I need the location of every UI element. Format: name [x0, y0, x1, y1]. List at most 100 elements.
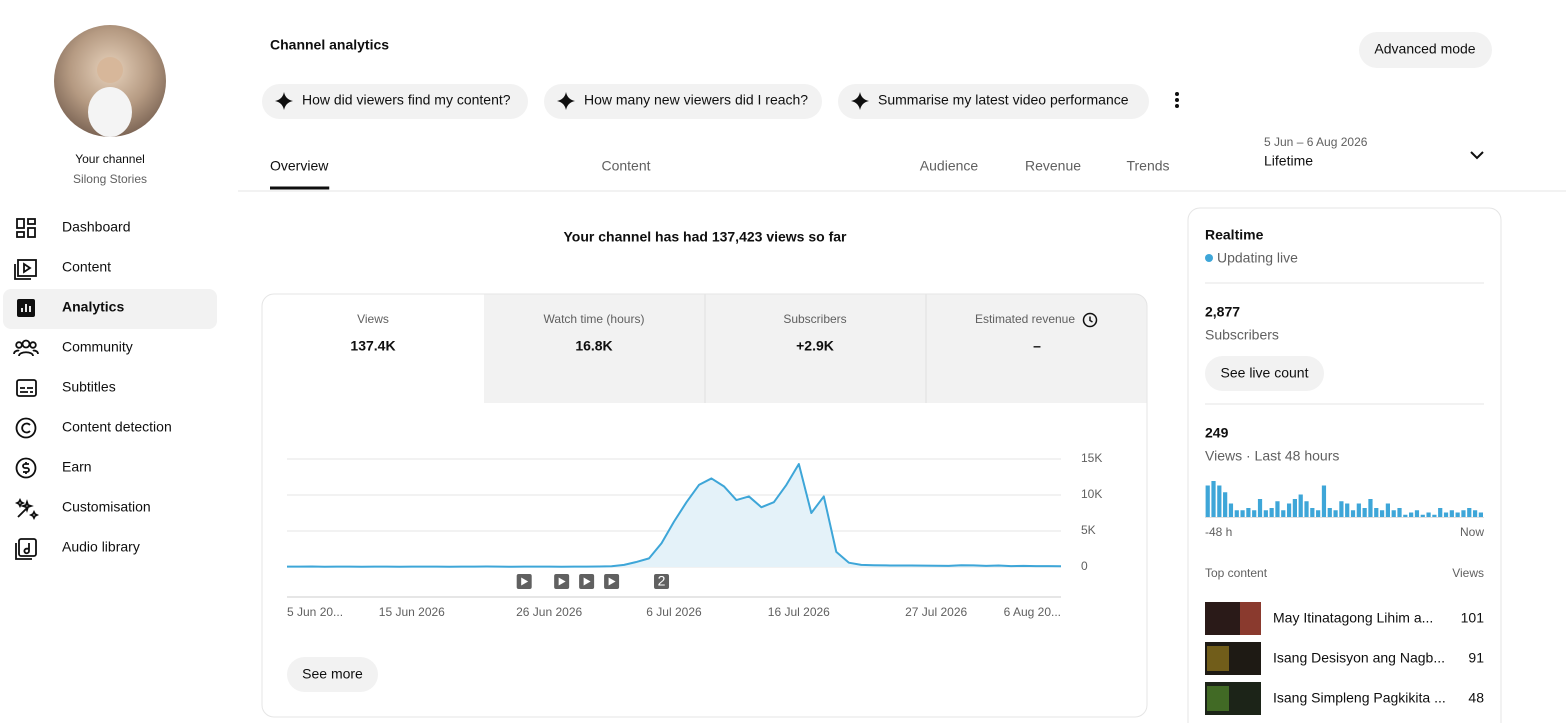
- x-tick-label: 6 Aug 20...: [1004, 605, 1061, 619]
- nav-item[interactable]: Dashboard: [62, 219, 131, 235]
- bar: [1356, 503, 1361, 517]
- bar: [1211, 481, 1216, 517]
- bar: [1455, 512, 1460, 517]
- tab[interactable]: Content: [601, 158, 650, 174]
- date-dropdown-icon[interactable]: [1470, 151, 1484, 160]
- live-count-button[interactable]: [1205, 356, 1324, 391]
- top-content-views: 101: [1461, 610, 1485, 626]
- nav-item[interactable]: Content: [62, 259, 111, 275]
- nav-item[interactable]: Audio library: [62, 539, 140, 555]
- date-range[interactable]: 5 Jun – 6 Aug 2026: [1264, 135, 1368, 149]
- bar: [1321, 485, 1327, 517]
- nav-item[interactable]: Earn: [62, 459, 92, 475]
- bar: [1426, 512, 1431, 517]
- suggestion-chip[interactable]: [838, 84, 1149, 119]
- avatar-figure: [88, 87, 132, 137]
- subscriber-count: 2,877: [1205, 304, 1240, 320]
- video-marker-count: 2: [658, 573, 666, 589]
- bar: [1205, 485, 1210, 517]
- bar: [1286, 503, 1292, 517]
- top-content-title[interactable]: Isang Simpleng Pagkikita ...: [1273, 690, 1446, 706]
- bar: [1472, 510, 1478, 517]
- tab[interactable]: Revenue: [1025, 158, 1081, 174]
- realtime-title: Realtime: [1205, 227, 1264, 243]
- suggestion-chip[interactable]: [262, 84, 528, 119]
- x-tick-label: 15 Jun 2026: [379, 605, 445, 619]
- x-tick-label: 16 Jul 2026: [768, 605, 830, 619]
- suggestion-chip[interactable]: [544, 84, 822, 119]
- realtime-border: [1187, 207, 1502, 723]
- bar: [1281, 510, 1286, 517]
- nav-item[interactable]: Content detection: [62, 419, 172, 435]
- top-content-title[interactable]: Isang Desisyon ang Nagb...: [1273, 650, 1445, 666]
- bar: [1333, 510, 1338, 517]
- realtime-card: Realtime Updating live 2,877 Subscribers…: [1187, 207, 1502, 723]
- metric-label[interactable]: Estimated revenue: [975, 312, 1075, 326]
- bar: [1391, 510, 1396, 517]
- nav-item[interactable]: Subtitles: [62, 379, 116, 395]
- tab[interactable]: Audience: [920, 158, 979, 174]
- suggestion-text: How did viewers find my content?: [302, 92, 511, 108]
- bar: [1316, 510, 1321, 517]
- views-chart: 0 5K 10K 15K 5 Jun 20... 15 Jun 2026 26 Jun 20…: [286, 451, 1102, 619]
- thumbnail-figure: [1240, 602, 1261, 635]
- channel-name: Silong Stories: [73, 172, 147, 186]
- top-content-title[interactable]: May Itinatagong Lihim a...: [1273, 610, 1433, 626]
- bar: [1461, 510, 1466, 517]
- bar: [1257, 499, 1263, 517]
- y-tick-label: 5K: [1081, 523, 1096, 537]
- metric-label[interactable]: Subscribers: [783, 312, 846, 326]
- x-tick-label: 27 Jul 2026: [905, 605, 967, 619]
- bar: [1339, 501, 1344, 517]
- realtime-status: Updating live: [1217, 250, 1298, 266]
- bar: [1414, 510, 1420, 517]
- bar: [1327, 508, 1332, 517]
- bar: [1252, 510, 1257, 517]
- nav-highlight: [3, 289, 217, 329]
- sidebar: Your channel Silong Stories Dashboard Co…: [3, 25, 217, 560]
- bar: [1269, 508, 1274, 517]
- top-content-views: 91: [1468, 650, 1484, 666]
- summary: Your channel has had 137,423 views so fa…: [564, 229, 848, 245]
- suggestion-text: Summarise my latest video performance: [878, 92, 1129, 108]
- live-count-label: See live count: [1221, 365, 1309, 381]
- bar: [1449, 510, 1454, 517]
- x-tick-label: Now: [1460, 525, 1484, 539]
- bar: [1304, 501, 1309, 517]
- x-tick-label: 5 Jun 20...: [287, 605, 343, 619]
- play-icon: [608, 577, 616, 586]
- metric-label[interactable]: Watch time (hours): [544, 312, 645, 326]
- tab[interactable]: Trends: [1126, 158, 1169, 174]
- thumbnail-text-block: [1207, 646, 1229, 671]
- video-marker: [654, 574, 670, 589]
- nav-item[interactable]: Community: [62, 339, 133, 355]
- top-content-views: 48: [1468, 690, 1484, 706]
- clock-icon: [1082, 312, 1098, 328]
- advanced-mode-button[interactable]: [1359, 32, 1492, 68]
- bar: [1409, 512, 1414, 517]
- nav-item[interactable]: Customisation: [62, 499, 151, 515]
- date-period[interactable]: Lifetime: [1264, 153, 1313, 169]
- nav-item[interactable]: Analytics: [62, 299, 124, 315]
- bar: [1223, 492, 1228, 517]
- bar: [1350, 510, 1356, 517]
- metric-label[interactable]: Views: [357, 312, 389, 326]
- bar: [1362, 508, 1367, 517]
- bar: [1385, 503, 1390, 517]
- bar: [1292, 499, 1297, 517]
- area-fill: [287, 464, 1061, 567]
- sparkle-icon: [275, 92, 293, 110]
- advanced-mode-label: Advanced mode: [1374, 41, 1475, 57]
- avatar-face: [97, 57, 123, 83]
- top-content-views-header: Views: [1452, 566, 1484, 580]
- more-button[interactable]: [1175, 92, 1179, 108]
- tab[interactable]: Overview: [270, 158, 329, 174]
- play-icon: [521, 577, 529, 586]
- views-count: 249: [1205, 425, 1229, 441]
- bar: [1310, 508, 1315, 517]
- thumbnail-text-block: [1207, 686, 1229, 711]
- see-more-button[interactable]: [287, 657, 378, 692]
- x-tick-label: 26 Jun 2026: [516, 605, 582, 619]
